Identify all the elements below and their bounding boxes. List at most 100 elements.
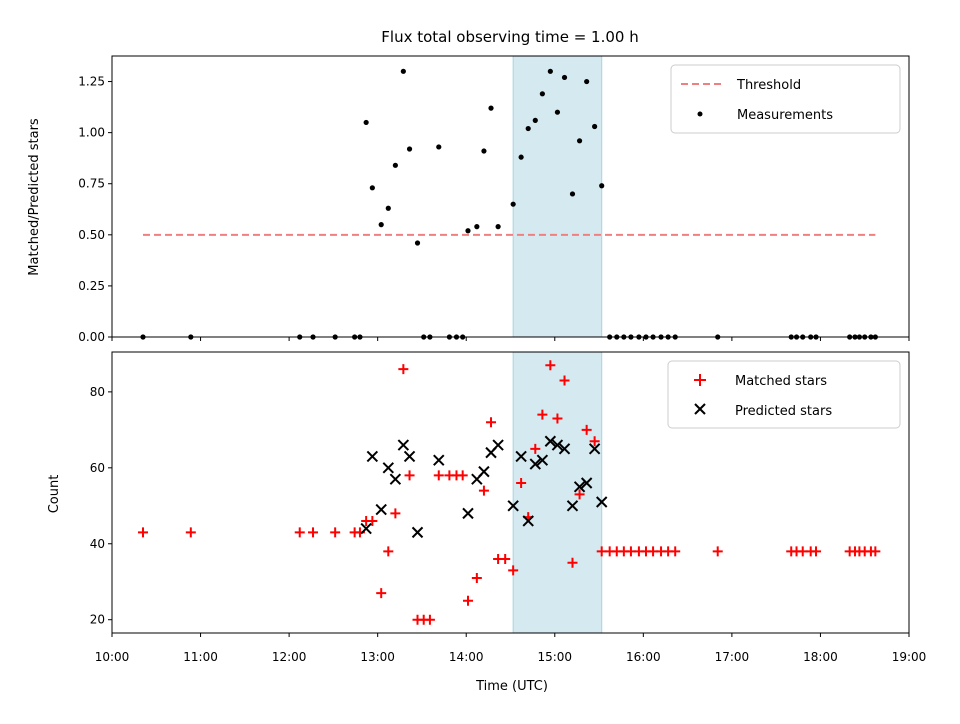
count-y-tick-label: 20 xyxy=(90,613,105,627)
x-tick-label: 18:00 xyxy=(803,650,838,664)
count-panel-frame xyxy=(111,351,910,634)
predicted-star-point xyxy=(433,454,445,466)
ratio-x-ticks xyxy=(111,337,910,341)
matched-star-point xyxy=(486,417,497,428)
ratio-y-tick-label: 1.25 xyxy=(78,75,105,89)
x-axis-label: Time (UTC) xyxy=(475,679,548,694)
ratio-legend: Threshold Measurements xyxy=(670,64,901,134)
ratio-panel: 0.00 0.25 0.50 0.75 1.00 1.25 Matched/Predict… xyxy=(27,55,910,344)
matched-star-point xyxy=(294,527,305,538)
matched-legend-label: Matched stars xyxy=(735,374,827,389)
count-y-ticks: 20 40 60 80 xyxy=(90,385,112,627)
matched-star-point xyxy=(390,508,401,519)
matched-stars-series xyxy=(137,360,881,625)
ratio-y-ticks: 0.00 0.25 0.50 0.75 1.00 1.25 xyxy=(78,75,112,344)
x-tick-label: 16:00 xyxy=(626,650,661,664)
matched-star-point xyxy=(581,424,592,435)
matched-legend-swatch xyxy=(694,374,706,386)
measurement-point xyxy=(474,224,480,230)
count-legend: Matched stars Predicted stars xyxy=(667,360,901,429)
matched-star-point xyxy=(516,478,527,489)
x-tick-label: 19:00 xyxy=(892,650,927,664)
matched-star-point xyxy=(471,572,482,583)
predicted-star-point xyxy=(478,465,490,478)
ratio-y-tick-label: 0.50 xyxy=(78,228,105,242)
matched-star-point xyxy=(424,614,435,625)
measurement-point xyxy=(510,201,516,207)
matched-star-point xyxy=(530,443,541,454)
predicted-star-point xyxy=(522,515,534,527)
predicted-star-point xyxy=(360,522,372,535)
matched-star-point xyxy=(404,470,415,481)
measurement-point xyxy=(569,191,576,197)
matched-star-point xyxy=(537,409,548,420)
matched-star-point xyxy=(670,546,681,557)
x-tick-label: 13:00 xyxy=(360,650,395,664)
predicted-star-point xyxy=(375,503,387,516)
predicted-star-point xyxy=(580,477,593,489)
predicted-star-point xyxy=(515,450,527,463)
predicted-star-point xyxy=(397,439,410,451)
x-tick-label: 10:00 xyxy=(95,650,130,664)
predicted-star-point xyxy=(536,454,549,466)
matched-star-point xyxy=(367,515,378,526)
measurement-point xyxy=(592,123,598,130)
measurement-point xyxy=(363,119,369,126)
matched-star-point xyxy=(185,527,196,538)
predicted-star-point xyxy=(588,443,601,455)
predicted-star-point xyxy=(403,450,416,463)
ratio-y-tick-label: 0.00 xyxy=(78,330,105,344)
matched-star-point xyxy=(330,527,341,538)
x-tick-label: 15:00 xyxy=(537,650,572,664)
threshold-legend-label: Threshold xyxy=(736,78,801,93)
ratio-y-tick-label: 0.75 xyxy=(78,177,105,191)
measurement-point xyxy=(400,68,406,74)
measurement-point xyxy=(584,78,590,85)
predicted-star-point xyxy=(558,443,571,455)
count-legend-box xyxy=(667,360,901,429)
predicted-legend-swatch xyxy=(694,403,706,415)
measurement-point xyxy=(532,117,538,123)
ratio-legend-box xyxy=(670,64,901,134)
matched-star-point xyxy=(574,489,585,500)
observing-window-shade xyxy=(512,55,603,338)
predicted-star-point xyxy=(492,439,504,451)
matched-star-point xyxy=(383,546,394,557)
matched-star-point xyxy=(559,375,570,386)
chart-title: Flux total observing time = 1.00 h xyxy=(381,28,638,46)
count-x-ticks: 10:00 11:00 12:00 13:00 14:00 15:00 16:00 17:00… xyxy=(95,633,927,664)
predicted-star-point xyxy=(411,526,424,539)
matched-star-point xyxy=(376,588,387,599)
matched-star-point xyxy=(870,546,881,557)
count-y-tick-label: 40 xyxy=(90,537,105,551)
predicted-star-point xyxy=(573,481,586,493)
predicted-star-point xyxy=(544,435,557,447)
measurement-point xyxy=(406,146,413,152)
count-y-tick-label: 60 xyxy=(90,461,105,475)
predicted-star-point xyxy=(389,473,402,485)
predicted-star-point xyxy=(551,439,564,451)
measurement-point xyxy=(378,222,384,228)
matched-star-point xyxy=(811,546,822,557)
measurement-point xyxy=(495,224,501,230)
predicted-star-point xyxy=(566,500,579,512)
measurements-legend-label: Measurements xyxy=(737,108,833,123)
measurement-point xyxy=(561,74,568,81)
matched-star-point xyxy=(545,360,556,371)
measurement-point xyxy=(554,109,561,115)
ratio-y-axis-label: Matched/Predicted stars xyxy=(27,118,42,276)
x-tick-label: 12:00 xyxy=(272,650,307,664)
predicted-star-point xyxy=(366,450,379,463)
measurement-point xyxy=(525,125,531,132)
matched-star-point xyxy=(398,364,409,375)
measurement-point xyxy=(539,91,545,97)
count-y-axis-label: Count xyxy=(47,475,62,514)
measurement-point xyxy=(576,138,583,144)
matched-star-point xyxy=(712,546,723,557)
predicted-legend-label: Predicted stars xyxy=(735,404,832,419)
count-y-tick-label: 80 xyxy=(90,385,105,399)
predicted-star-point xyxy=(382,462,395,474)
matched-star-point xyxy=(478,485,489,496)
